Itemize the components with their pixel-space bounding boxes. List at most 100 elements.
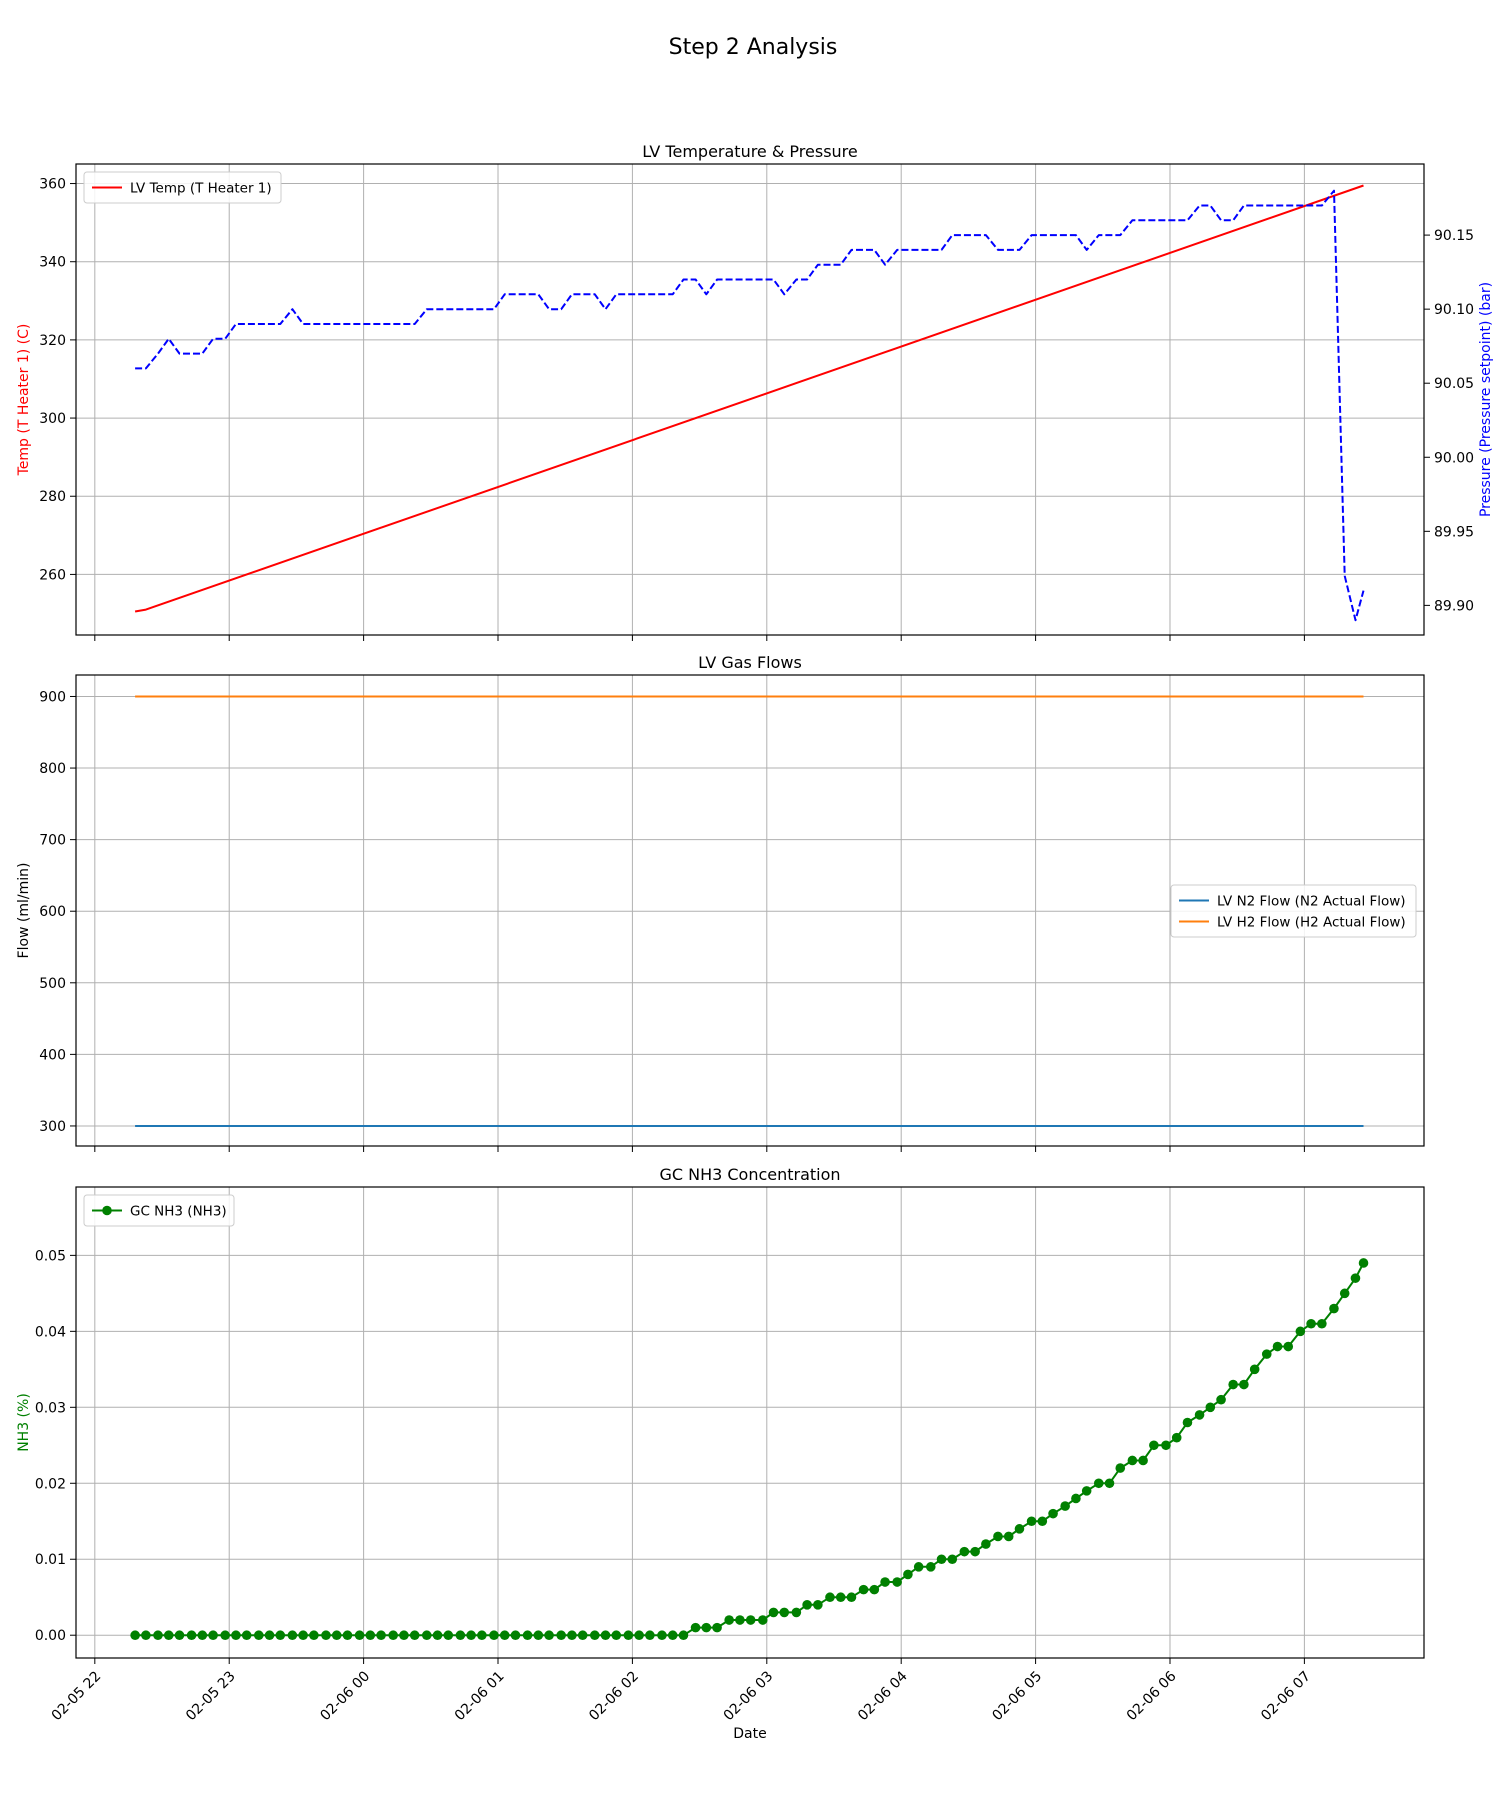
data-point xyxy=(735,1615,745,1625)
data-point xyxy=(1093,1478,1104,1489)
data-point xyxy=(1295,1326,1306,1337)
y2-tick-label: 90.05 xyxy=(1434,376,1474,392)
data-point xyxy=(275,1630,286,1641)
data-point xyxy=(925,1562,936,1572)
y2-tick-label: 89.90 xyxy=(1434,598,1474,614)
data-point xyxy=(533,1630,544,1641)
data-point xyxy=(1161,1440,1171,1451)
data-point xyxy=(1014,1524,1025,1534)
data-point xyxy=(1350,1273,1361,1283)
data-point xyxy=(421,1630,432,1641)
data-point xyxy=(477,1630,487,1641)
data-point xyxy=(1261,1349,1272,1359)
y-tick-label: 320 xyxy=(39,333,66,349)
y-tick-label: 900 xyxy=(39,689,66,705)
data-point xyxy=(409,1630,420,1641)
data-point xyxy=(981,1539,991,1549)
legend-label: GC NH3 (NH3) xyxy=(130,1204,227,1220)
data-point xyxy=(712,1622,722,1633)
y-tick-label: 0.00 xyxy=(35,1628,66,1644)
data-point xyxy=(1026,1516,1037,1527)
data-point xyxy=(241,1630,252,1641)
data-point xyxy=(354,1630,365,1641)
data-point xyxy=(1329,1303,1339,1314)
y2-tick-label: 90.10 xyxy=(1434,302,1474,318)
y2-tick-label: 90.15 xyxy=(1434,228,1474,244)
data-point xyxy=(913,1562,924,1572)
data-point xyxy=(388,1630,398,1641)
data-point xyxy=(1115,1463,1126,1473)
y-tick-label: 340 xyxy=(39,255,66,271)
data-point xyxy=(399,1630,409,1641)
data-point xyxy=(577,1630,588,1641)
data-point xyxy=(970,1546,980,1557)
series-line-lv-temp-t-heater-1 xyxy=(134,184,1364,613)
data-point xyxy=(858,1584,869,1595)
data-point xyxy=(835,1592,846,1603)
data-point xyxy=(1228,1379,1238,1390)
data-point xyxy=(208,1630,218,1641)
data-point xyxy=(1317,1318,1327,1329)
y-tick-label: 0.05 xyxy=(35,1248,66,1264)
data-point xyxy=(1037,1516,1048,1527)
y-tick-label: 400 xyxy=(39,1047,66,1063)
data-point xyxy=(197,1630,208,1641)
data-point xyxy=(757,1615,768,1625)
data-point xyxy=(376,1630,386,1641)
panel-title: LV Gas Flows xyxy=(698,653,802,672)
data-point xyxy=(1138,1455,1148,1466)
data-point xyxy=(589,1630,600,1641)
data-point xyxy=(443,1630,454,1641)
data-point xyxy=(331,1630,342,1641)
data-point xyxy=(892,1577,902,1587)
data-point xyxy=(510,1630,521,1641)
y-tick-label: 700 xyxy=(39,833,66,849)
data-point xyxy=(1081,1486,1092,1496)
data-point xyxy=(779,1607,790,1618)
data-point xyxy=(298,1630,308,1641)
data-point xyxy=(1249,1364,1260,1375)
data-point xyxy=(455,1630,466,1641)
legend: GC NH3 (NH3) xyxy=(83,1194,235,1227)
data-point xyxy=(701,1622,712,1633)
y-axis-label: Flow (ml/min) xyxy=(16,863,32,959)
y-tick-label: 260 xyxy=(39,567,66,583)
y-tick-label: 500 xyxy=(39,976,66,992)
axes-frame xyxy=(75,674,1425,1147)
data-point xyxy=(153,1630,163,1641)
data-point xyxy=(567,1630,577,1641)
data-point xyxy=(768,1607,779,1618)
y-tick-label: 0.04 xyxy=(35,1324,66,1340)
data-point xyxy=(657,1630,667,1641)
data-point xyxy=(1003,1531,1014,1542)
y-tick-label: 600 xyxy=(39,904,66,920)
data-point xyxy=(1127,1455,1138,1466)
data-point xyxy=(1149,1440,1159,1451)
data-point xyxy=(1071,1493,1081,1504)
y-axis-label: NH3 (%) xyxy=(16,1393,32,1452)
data-point xyxy=(846,1592,857,1603)
data-point xyxy=(724,1615,734,1625)
data-point xyxy=(1205,1402,1216,1413)
grid xyxy=(76,1187,1424,1658)
data-point xyxy=(1104,1478,1115,1489)
data-point xyxy=(544,1630,554,1641)
data-point xyxy=(432,1630,443,1641)
data-point xyxy=(645,1630,655,1641)
data-point xyxy=(947,1554,958,1565)
data-point xyxy=(690,1622,701,1633)
data-point xyxy=(903,1569,913,1580)
data-point xyxy=(1306,1318,1316,1329)
legend-box xyxy=(1170,884,1417,938)
data-point xyxy=(1060,1501,1070,1511)
panel-title: LV Temperature & Pressure xyxy=(642,142,858,161)
data-point xyxy=(1358,1258,1369,1268)
data-point xyxy=(1194,1410,1205,1420)
data-point xyxy=(253,1630,264,1641)
data-point xyxy=(813,1600,823,1610)
data-point xyxy=(611,1630,622,1641)
legend-label: LV Temp (T Heater 1) xyxy=(130,181,272,197)
axes-frame xyxy=(75,1186,1425,1659)
data-point xyxy=(993,1531,1003,1542)
